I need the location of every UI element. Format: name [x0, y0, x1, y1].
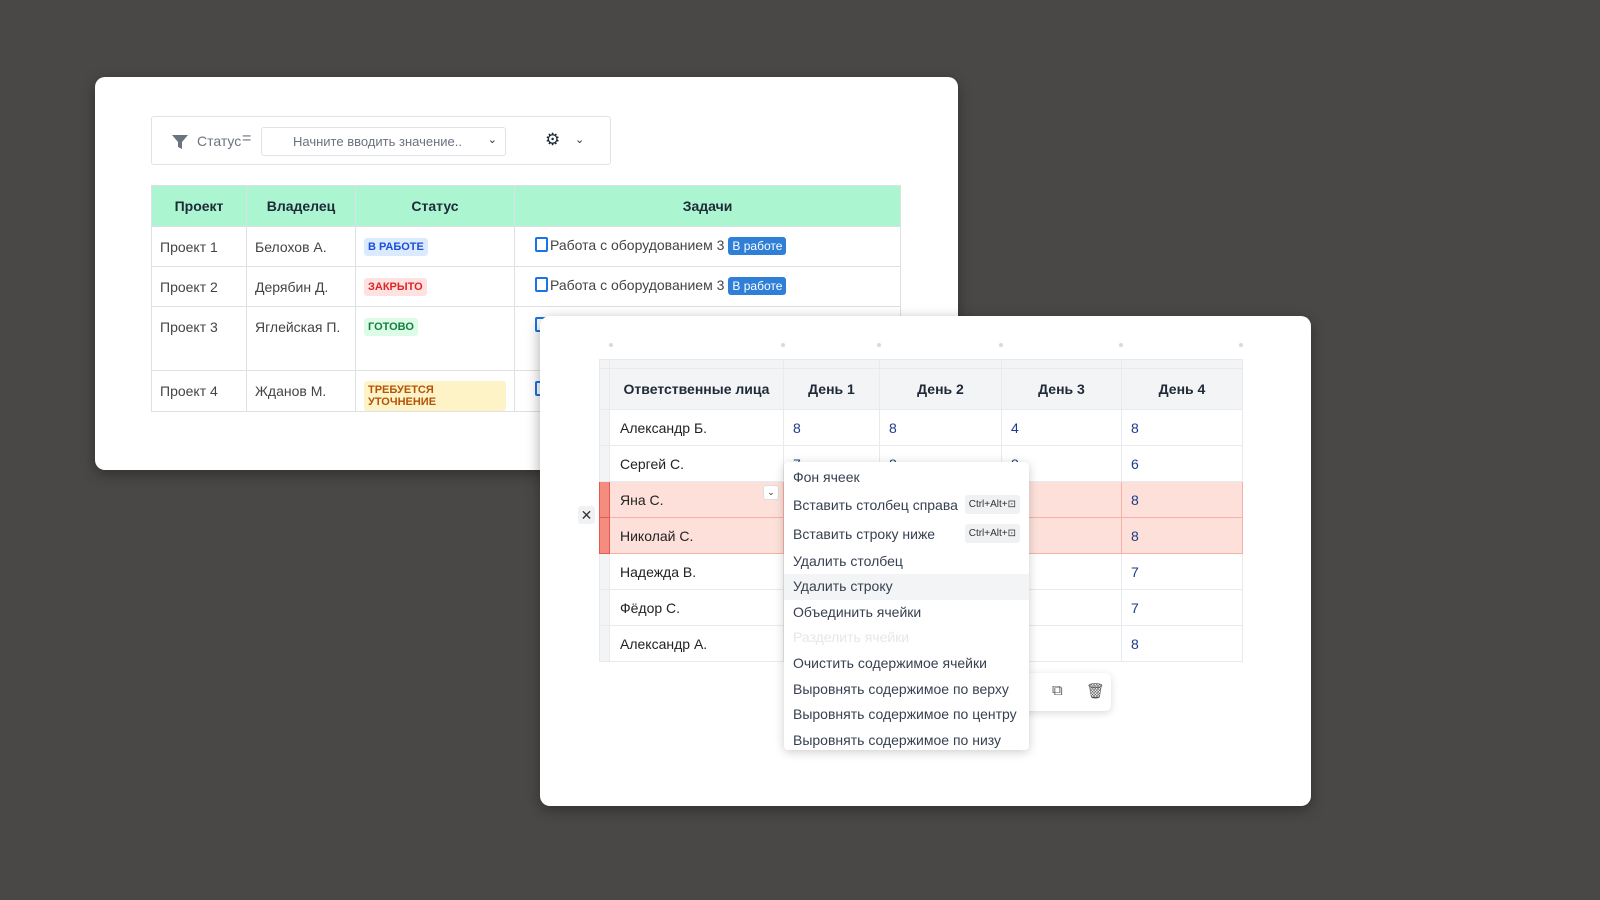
column-header: Проект — [151, 185, 247, 227]
name-cell[interactable]: Сергей С. — [609, 445, 784, 482]
task-status-badge: В работе — [728, 237, 787, 255]
owner-cell: Яглейская П. — [246, 306, 356, 371]
project-cell: Проект 2 — [151, 266, 247, 307]
copy-icon[interactable]: ⧉ — [1052, 682, 1063, 699]
menu-item-label: Удалить столбец — [793, 552, 903, 569]
column-handle[interactable] — [609, 343, 613, 347]
menu-item-label: Очистить содержимое ячейки — [793, 654, 987, 671]
shortcut-hint: Ctrl+Alt+⊡ — [964, 494, 1020, 514]
hours-cell[interactable]: 8 — [1121, 409, 1243, 446]
name-cell[interactable]: Яна С. — [609, 481, 784, 518]
filter-placeholder: Начните вводить значение.. — [293, 134, 462, 149]
menu-item[interactable]: Выровнять содержимое по верху — [784, 677, 1029, 703]
menu-item[interactable]: Вставить столбец справа Ctrl+Alt+⊡ — [784, 491, 1029, 520]
filter-icon — [172, 135, 188, 149]
row-handle[interactable] — [599, 481, 610, 518]
task-link[interactable]: Работа с оборудованием 3 — [550, 237, 725, 253]
close-icon[interactable]: ✕ — [578, 506, 595, 524]
context-menu: Фон ячеек Вставить столбец справа Ctrl+Alt… — [784, 462, 1029, 750]
hours-cell[interactable]: 8 — [879, 409, 1002, 446]
clipboard-check-icon — [535, 277, 548, 292]
status-badge: ЗАКРЫТО — [364, 278, 427, 296]
project-cell: Проект 3 — [151, 306, 247, 371]
owner-cell: Дерябин Д. — [246, 266, 356, 307]
owner-cell: Белохов А. — [246, 226, 356, 267]
column-header: День 2 — [879, 368, 1002, 410]
menu-item-label: Вставить столбец справа — [793, 496, 958, 513]
column-handle[interactable] — [1119, 343, 1123, 347]
menu-item-label: Разделить ячейки — [793, 629, 910, 646]
table-row: Александр Б. 8 8 4 8 — [599, 409, 1243, 446]
status-badge: ГОТОВО — [364, 318, 418, 336]
trash-icon[interactable]: 🗑 — [1086, 683, 1106, 700]
row-handle[interactable] — [599, 625, 610, 662]
column-handle[interactable] — [999, 343, 1003, 347]
column-handle[interactable] — [877, 343, 881, 347]
project-cell: Проект 4 — [151, 370, 247, 412]
column-handle[interactable] — [1239, 343, 1243, 347]
column-header: Задачи — [514, 185, 901, 227]
cell-menu-chevron-icon[interactable]: ⌄ — [763, 485, 779, 500]
menu-item[interactable]: Выровнять содержимое по центру — [784, 702, 1029, 728]
column-header: День 4 — [1121, 368, 1243, 410]
gear-icon[interactable]: ⚙ — [545, 130, 561, 149]
row-handle[interactable] — [599, 409, 610, 446]
table-row: Проект 2 Дерябин Д. ЗАКРЫТО Работа с обо… — [151, 266, 901, 307]
menu-item[interactable]: Объединить ячейки — [784, 600, 1029, 626]
menu-item[interactable]: Удалить строку — [784, 574, 1029, 600]
status-badge: В РАБОТЕ — [364, 238, 428, 256]
row-handle[interactable] — [599, 553, 610, 590]
filter-value-select[interactable]: Начните вводить значение.. ⌄ — [261, 127, 506, 156]
menu-item[interactable]: Очистить содержимое ячейки — [784, 651, 1029, 677]
clipboard-check-icon — [535, 237, 548, 252]
hours-cell[interactable]: 8 — [783, 409, 880, 446]
hours-cell[interactable]: 6 — [1121, 445, 1243, 482]
menu-item: Разделить ячейки — [784, 625, 1029, 651]
hours-cell[interactable]: 4 — [1001, 409, 1122, 446]
filter-bar: Статус = Начните вводить значение.. ⌄ ⚙ ⌄ — [151, 116, 611, 165]
column-header: День 3 — [1001, 368, 1122, 410]
menu-item-label: Фон ячеек — [793, 469, 860, 485]
filter-operator[interactable]: = — [242, 130, 252, 147]
menu-item[interactable]: Вставить строку ниже Ctrl+Alt+⊡ — [784, 520, 1029, 549]
status-badge: ТРЕБУЕТСЯ УТОЧНЕНИЕ — [364, 381, 506, 411]
hours-cell[interactable]: 7 — [1121, 589, 1243, 626]
menu-item-label: Вставить строку ниже — [793, 525, 936, 542]
column-header: Владелец — [246, 185, 356, 227]
menu-item-label: Выровнять содержимое по низу — [793, 731, 1002, 748]
column-header: Статус — [355, 185, 515, 227]
row-handle[interactable] — [599, 445, 610, 482]
row-handle[interactable] — [599, 517, 610, 554]
task-status-badge: В работе — [728, 277, 787, 295]
chevron-down-icon: ⌄ — [487, 134, 497, 146]
menu-item-label: Удалить строку — [793, 578, 893, 595]
row-handle[interactable] — [599, 589, 610, 626]
menu-item[interactable]: Удалить столбец — [784, 549, 1029, 575]
column-handle[interactable] — [781, 343, 785, 347]
menu-item-label: Выровнять содержимое по верху — [793, 680, 1009, 697]
name-cell[interactable]: Александр Б. — [609, 409, 784, 446]
chevron-down-icon[interactable]: ⌄ — [575, 134, 585, 146]
column-header: Ответственные лица — [609, 368, 784, 410]
row-handle[interactable] — [599, 368, 610, 410]
name-cell[interactable]: Николай С. — [609, 517, 784, 554]
table-row: Проект 1 Белохов А. В РАБОТЕ Работа с об… — [151, 226, 901, 267]
name-cell[interactable]: Александр А. — [609, 625, 784, 662]
hours-cell[interactable]: 8 — [1121, 517, 1243, 554]
menu-item[interactable]: Выровнять содержимое по низу — [784, 728, 1029, 754]
shortcut-hint: Ctrl+Alt+⊡ — [964, 523, 1020, 543]
filter-field-label: Статус — [197, 133, 242, 149]
column-header: День 1 — [783, 368, 880, 410]
name-cell[interactable]: Надежда В. — [609, 553, 784, 590]
task-link[interactable]: Работа с оборудованием 3 — [550, 277, 725, 293]
hours-cell[interactable]: 7 — [1121, 553, 1243, 590]
menu-item-label: Объединить ячейки — [793, 603, 922, 620]
menu-item-label: Выровнять содержимое по центру — [793, 706, 1017, 723]
hours-cell[interactable]: 8 — [1121, 481, 1243, 518]
hours-cell[interactable]: 8 — [1121, 625, 1243, 662]
name-cell[interactable]: Фёдор С. — [609, 589, 784, 626]
menu-item[interactable]: Фон ячеек — [784, 465, 1029, 491]
owner-cell: Жданов М. — [246, 370, 356, 412]
project-cell: Проект 1 — [151, 226, 247, 267]
